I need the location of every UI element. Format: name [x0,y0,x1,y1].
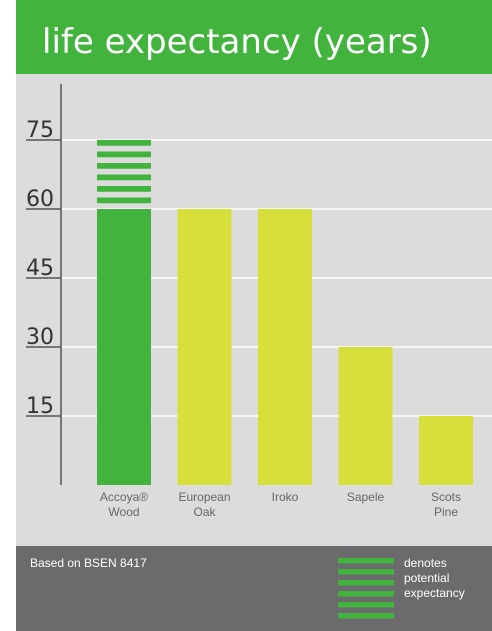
y-tick-label-60: 60 [26,187,54,212]
plot-area: 15 30 45 60 75 Accoya® Wood European Oak Iroko Sap… [16,74,492,546]
legend-stripe-2 [338,569,394,575]
legend-stripe-5 [338,602,394,608]
bar-1 [97,209,151,485]
y-tick-label-45: 45 [26,256,54,281]
legend-stripe-1 [338,558,394,564]
bar-1-potential-stripe-4 [97,174,151,181]
chart-card: life expectancy (years) 15 30 45 60 75 Accoya… [16,0,492,631]
bar-3 [258,209,312,485]
legend-stripe-3 [338,580,394,586]
chart-footer: Based on BSEN 8417 denotes potential exp… [16,546,492,631]
x-tick-label-5-line-1: Scots [431,490,461,504]
x-tick-label-3-line-1: Iroko [272,490,299,504]
bar-5 [419,416,473,485]
legend-label: denotes potential expectancy [404,556,465,600]
source-note: Based on BSEN 8417 [30,556,147,570]
chart-title: life expectancy (years) [42,22,432,62]
x-tick-label-2-line-2: Oak [193,505,216,519]
bar-4 [338,347,393,485]
bar-2 [177,209,232,485]
x-tick-label-5-line-2: Pine [434,505,458,519]
x-tick-label-1-line-1: Accoya® [100,490,148,504]
legend-striped-swatch [338,558,394,619]
x-tick-label-2-line-1: European [178,490,230,504]
y-tick-label-30: 30 [26,325,54,350]
bar-1-potential-stripe-3 [97,163,151,169]
x-tick-label-1-line-2: Wood [108,505,139,519]
bar-1-potential-stripe-6 [97,197,151,204]
bar-1-potential-stripe-1 [97,140,151,146]
bar-1-potential-stripe-2 [97,151,151,158]
x-tick-label-4-line-1: Sapele [347,490,385,504]
legend-stripe-4 [338,591,394,597]
y-tick-label-75: 75 [26,118,54,143]
legend-stripe-6 [338,613,394,619]
bar-1-potential-stripe-5 [97,186,151,192]
y-tick-label-15: 15 [26,394,54,419]
chart-header: life expectancy (years) [16,0,492,74]
